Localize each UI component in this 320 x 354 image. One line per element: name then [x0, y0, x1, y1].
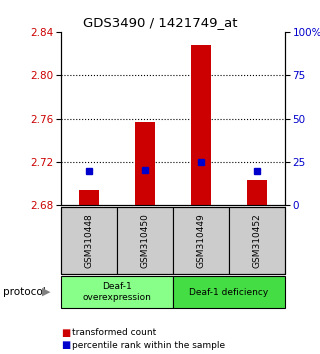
- Text: GSM310450: GSM310450: [140, 213, 149, 268]
- Bar: [61, 207, 117, 274]
- Bar: [61, 276, 173, 308]
- Text: Deaf-1 deficiency: Deaf-1 deficiency: [189, 287, 268, 297]
- Bar: [79, 190, 99, 205]
- Bar: [135, 122, 155, 205]
- Text: percentile rank within the sample: percentile rank within the sample: [72, 341, 225, 350]
- Text: ▶: ▶: [42, 287, 51, 297]
- Text: GDS3490 / 1421749_at: GDS3490 / 1421749_at: [83, 16, 237, 29]
- Bar: [117, 207, 173, 274]
- Bar: [173, 276, 285, 308]
- Text: protocol: protocol: [3, 287, 46, 297]
- Text: ■: ■: [61, 340, 70, 350]
- Bar: [191, 45, 211, 205]
- Text: GSM310452: GSM310452: [252, 213, 261, 268]
- Text: Deaf-1
overexpression: Deaf-1 overexpression: [82, 282, 151, 302]
- Bar: [229, 207, 285, 274]
- Text: ■: ■: [61, 328, 70, 338]
- Text: GSM310448: GSM310448: [84, 213, 93, 268]
- Text: GSM310449: GSM310449: [196, 213, 205, 268]
- Text: transformed count: transformed count: [72, 328, 156, 337]
- Bar: [173, 207, 229, 274]
- Bar: [247, 181, 267, 205]
